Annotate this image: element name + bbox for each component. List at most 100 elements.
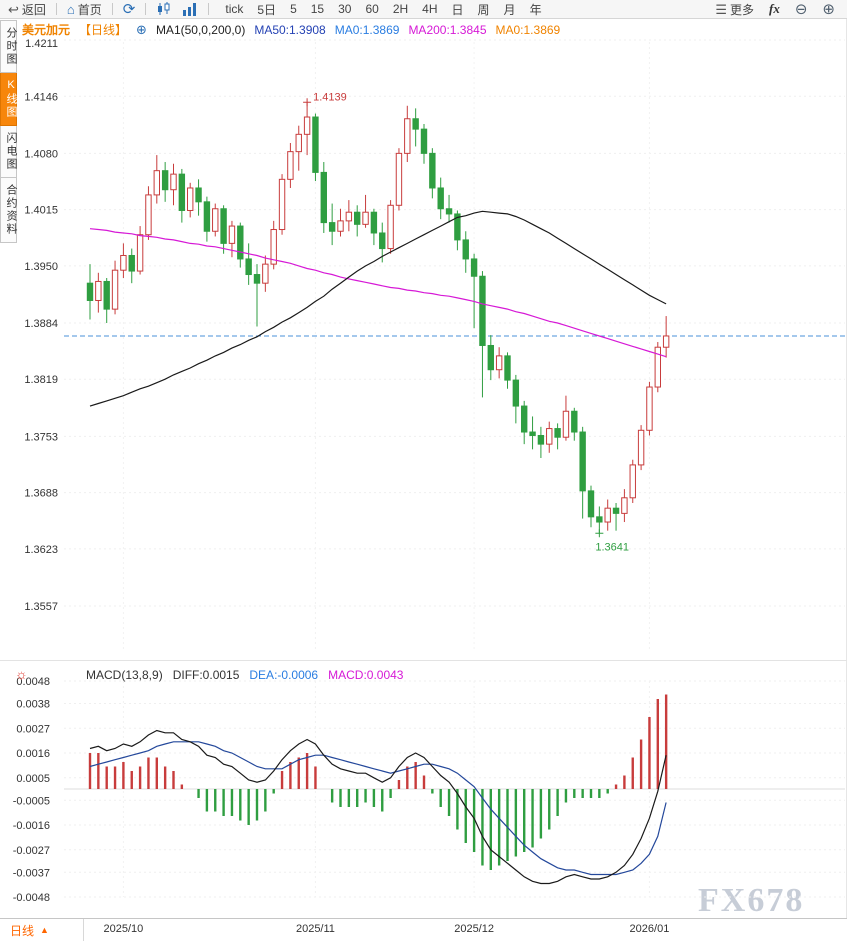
svg-text:-0.0048: -0.0048 — [13, 892, 50, 904]
top-toolbar: ↩ 返回 ⌂ 首页 ⟳ tick 5日 5 15 — [0, 0, 847, 19]
home-icon: ⌂ — [66, 1, 75, 17]
candle-body — [495, 355, 503, 371]
sidebar-tab-lightning-chart[interactable]: 闪电图 — [0, 126, 17, 178]
bottom-axis: 日线 ▲ 2025/10 2025/11 2025/12 2026/01 — [0, 918, 847, 941]
timeframe-5min[interactable]: 5 — [290, 2, 297, 16]
candle-body — [587, 490, 595, 518]
indicators-fx-button[interactable]: fx — [769, 1, 780, 16]
svg-text:1.4080: 1.4080 — [24, 148, 58, 160]
chart-type-sidebar: 分时图 K线图 闪电图 合约资料 — [0, 20, 17, 243]
candles-layer — [86, 102, 670, 534]
candle-body — [521, 405, 528, 433]
candle-body — [512, 379, 520, 407]
bottom-period-tab[interactable]: 日线 ▲ — [0, 919, 84, 941]
timeframe-2h[interactable]: 2H — [392, 2, 409, 16]
svg-text:1.3950: 1.3950 — [24, 261, 58, 273]
x-axis-label: 2025/12 — [454, 923, 494, 935]
timeframe-60min[interactable]: 60 — [365, 2, 379, 16]
candle-body — [237, 225, 244, 260]
candle-body — [220, 208, 227, 244]
candle-body — [212, 208, 219, 232]
sidebar-tab-time-chart[interactable]: 分时图 — [0, 20, 17, 73]
macd-macd-value: MACD:0.0043 — [328, 668, 404, 682]
svg-text:-0.0016: -0.0016 — [13, 820, 50, 832]
add-indicator-icon[interactable]: ⊕ — [136, 21, 147, 37]
timeframe-week[interactable]: 周 — [477, 2, 490, 17]
candle-body — [95, 280, 102, 301]
zoom-in-icon[interactable]: ⊕ — [822, 1, 835, 18]
svg-text:0.0027: 0.0027 — [16, 723, 50, 735]
candle-body — [337, 220, 344, 232]
timeframe-5day[interactable]: 5日 — [257, 2, 277, 17]
sidebar-tab-contract-info[interactable]: 合约资料 — [0, 178, 17, 243]
svg-text:-0.0037: -0.0037 — [13, 867, 50, 879]
panel-separator — [0, 660, 847, 661]
timeframe-15min[interactable]: 15 — [310, 2, 325, 16]
macd-dea-value: DEA:-0.0006 — [249, 668, 319, 682]
refresh-icon: ⟳ — [122, 0, 136, 18]
candle-body — [662, 335, 670, 348]
timeframe-day[interactable]: 日 — [451, 2, 464, 17]
refresh-button[interactable]: ⟳ — [123, 2, 136, 17]
candle-body — [571, 410, 578, 433]
indicator-settings-icon[interactable]: ☼ — [15, 666, 28, 682]
candle-body — [170, 173, 177, 191]
candle-body — [153, 170, 161, 196]
timeframe-year[interactable]: 年 — [529, 2, 542, 17]
svg-text:0.0048: 0.0048 — [16, 676, 50, 688]
diff-line — [89, 729, 667, 885]
candle-body — [303, 116, 311, 135]
zoom-out-icon[interactable]: ⊖ — [794, 1, 808, 18]
macd-diff-value: DIFF:0.0015 — [172, 668, 240, 682]
candle-body — [454, 213, 461, 241]
high-marker — [303, 98, 312, 107]
x-axis-label: 2025/11 — [295, 923, 335, 935]
candle-body — [312, 116, 319, 173]
timeframe-30min[interactable]: 30 — [338, 2, 352, 16]
macd-chart[interactable]: 0.0048 0.0038 0.0027 0.0016 0.0005 -0.0005 -0.… — [0, 664, 847, 918]
ma0-value-1: MA0:1.3869 — [334, 22, 400, 37]
timeframe-4h[interactable]: 4H — [422, 2, 438, 16]
ma50-value: MA50:1.3908 — [254, 22, 326, 37]
watermark: FX678 — [698, 882, 805, 919]
candle-body — [103, 280, 110, 310]
candle-body — [612, 507, 620, 514]
candle-body — [195, 187, 202, 203]
toolbar-divider — [111, 3, 113, 15]
svg-text:-0.0027: -0.0027 — [13, 845, 50, 857]
candle-body — [637, 429, 645, 466]
candle-body — [445, 208, 453, 215]
svg-text:0.0016: 0.0016 — [16, 748, 50, 760]
candle-body — [420, 128, 428, 154]
candle-body — [203, 201, 211, 232]
candle-body — [437, 187, 444, 210]
timeframe-tick[interactable]: tick — [225, 2, 244, 16]
candle-body — [629, 464, 636, 499]
bottom-period-label: 日线 — [10, 923, 35, 938]
svg-text:1.3884: 1.3884 — [24, 318, 58, 330]
price-chart[interactable]: 1.4211 1.4146 1.4080 1.4015 1.3950 1.3884 1.38… — [0, 38, 847, 659]
candle-body — [245, 258, 252, 276]
more-button[interactable]: ☰ 更多 — [715, 1, 754, 18]
candlestick-view-button[interactable] — [156, 2, 172, 16]
timeframe-month[interactable]: 月 — [503, 2, 516, 17]
svg-text:-0.0005: -0.0005 — [13, 795, 50, 807]
candle-body — [562, 410, 570, 438]
ma200-line — [89, 228, 667, 358]
home-button[interactable]: ⌂ 首页 — [67, 1, 102, 18]
ma0-value-2: MA0:1.3869 — [495, 22, 561, 37]
collapse-arrow-icon: ▲ — [40, 925, 49, 935]
candle-body — [504, 355, 511, 381]
volume-view-button[interactable] — [182, 2, 198, 16]
candle-body — [529, 431, 536, 436]
candle-body — [487, 344, 495, 371]
candle-body — [604, 507, 611, 523]
candle-body — [136, 234, 144, 272]
x-axis-label: 2026/01 — [629, 923, 670, 935]
svg-text:1.4146: 1.4146 — [24, 91, 58, 103]
back-button[interactable]: ↩ 返回 — [8, 1, 46, 18]
candle-body — [554, 428, 561, 438]
candle-body — [404, 118, 411, 154]
candle-body — [111, 269, 119, 310]
sidebar-tab-kline-chart[interactable]: K线图 — [0, 73, 17, 126]
